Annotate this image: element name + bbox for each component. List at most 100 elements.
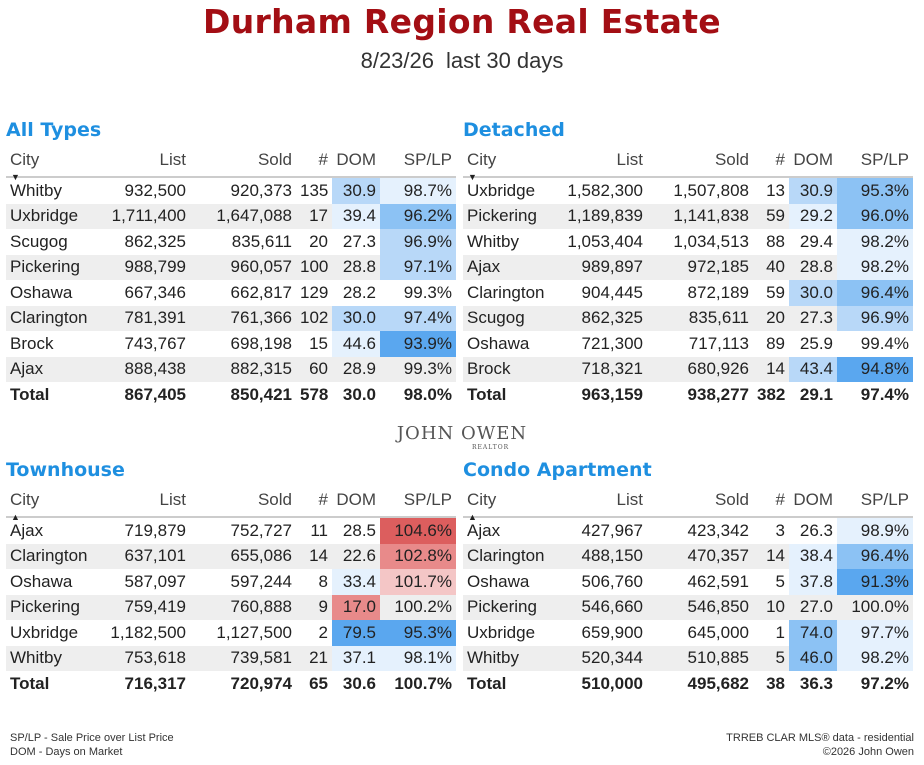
cell-splp: 98.7% bbox=[380, 177, 456, 204]
cell-count: 102 bbox=[296, 305, 332, 331]
column-header-sold[interactable]: Sold bbox=[647, 488, 753, 517]
column-header-count[interactable]: # bbox=[296, 488, 332, 517]
cell-city: Oshawa bbox=[10, 571, 73, 591]
logo-name: JOHN OWEN bbox=[396, 423, 528, 444]
total-row: Total 510,000 495,682 38 36.3 97.2% bbox=[463, 671, 913, 697]
cell-dom: 27.3 bbox=[342, 231, 376, 251]
column-header-splp[interactable]: SP/LP bbox=[837, 488, 913, 517]
cell-count: 60 bbox=[296, 356, 332, 382]
column-header-city[interactable]: City ▼ bbox=[463, 148, 555, 182]
cell-sold: 655,086 bbox=[190, 543, 296, 569]
column-header-splp[interactable]: SP/LP bbox=[380, 488, 456, 517]
cell-city: Uxbridge bbox=[10, 622, 79, 642]
cell-dom: 29.4 bbox=[799, 231, 833, 251]
column-label: City bbox=[10, 150, 40, 169]
cell-splp: 97.1% bbox=[380, 254, 456, 280]
cell-splp: 100.0% bbox=[837, 594, 913, 620]
cell-city: Whitby bbox=[10, 180, 62, 200]
table-row: Clarington 488,150 470,357 14 38.4 96.4% bbox=[463, 543, 913, 569]
total-splp: 98.0% bbox=[403, 385, 452, 404]
panel-all-types: All Types City ▼ List Sold # DOM SP/LP Whitby 932… bbox=[6, 118, 456, 408]
cell-count: 40 bbox=[753, 254, 789, 280]
column-header-splp[interactable]: SP/LP bbox=[837, 148, 913, 177]
total-city: Total bbox=[10, 385, 50, 404]
cell-city: Uxbridge bbox=[467, 180, 536, 200]
cell-sold: 920,373 bbox=[230, 180, 292, 200]
cell-dom: 46.0 bbox=[789, 645, 837, 671]
column-label: City bbox=[467, 490, 497, 509]
cell-list: 718,321 bbox=[555, 356, 647, 382]
cell-list: 520,344 bbox=[555, 645, 647, 671]
total-count: 578 bbox=[300, 385, 329, 404]
cell-sold: 1,507,808 bbox=[673, 180, 749, 200]
cell-list: 743,767 bbox=[124, 333, 186, 353]
column-header-sold[interactable]: Sold bbox=[647, 148, 753, 177]
report-date: 8/23/26 bbox=[360, 48, 434, 73]
cell-dom: 26.3 bbox=[799, 520, 833, 540]
column-header-city[interactable]: City ▲ bbox=[463, 488, 555, 522]
column-header-splp[interactable]: SP/LP bbox=[380, 148, 456, 177]
column-header-list[interactable]: List bbox=[98, 488, 190, 517]
cell-dom: 30.9 bbox=[789, 177, 837, 204]
sort-ascending-icon[interactable]: ▲ bbox=[468, 512, 477, 522]
column-header-list[interactable]: List bbox=[555, 488, 647, 517]
cell-count: 14 bbox=[296, 543, 332, 569]
column-header-dom[interactable]: DOM bbox=[789, 148, 837, 177]
total-sold: 850,421 bbox=[230, 385, 292, 404]
column-header-city[interactable]: City ▼ bbox=[6, 148, 98, 182]
copyright: ©2026 John Owen bbox=[822, 746, 914, 758]
cell-list: 1,182,500 bbox=[110, 622, 186, 642]
table-row: Ajax 989,897 972,185 40 28.8 98.2% bbox=[463, 254, 913, 280]
cell-city: Clarington bbox=[6, 543, 98, 569]
report-subtitle: 8/23/26 last 30 days bbox=[0, 48, 924, 74]
column-header-list[interactable]: List bbox=[555, 148, 647, 177]
cell-count: 5 bbox=[753, 645, 789, 671]
column-header-dom[interactable]: DOM bbox=[332, 488, 380, 517]
cell-city: Whitby bbox=[467, 231, 519, 251]
total-sold: 495,682 bbox=[687, 674, 749, 693]
realtor-logo: JOHN OWEN REALTOR bbox=[392, 423, 532, 452]
cell-sold: 835,611 bbox=[231, 231, 292, 251]
sort-descending-icon[interactable]: ▼ bbox=[468, 172, 477, 182]
cell-city: Oshawa bbox=[10, 282, 73, 302]
cell-dom: 27.0 bbox=[789, 594, 837, 620]
column-header-count[interactable]: # bbox=[753, 148, 789, 177]
column-header-count[interactable]: # bbox=[296, 148, 332, 177]
cell-city: Pickering bbox=[6, 254, 98, 280]
cell-count: 11 bbox=[310, 520, 328, 540]
table-row: Brock 718,321 680,926 14 43.4 94.8% bbox=[463, 356, 913, 382]
cell-count: 129 bbox=[300, 282, 329, 302]
column-header-sold[interactable]: Sold bbox=[190, 148, 296, 177]
cell-dom: 28.8 bbox=[332, 254, 380, 280]
sort-descending-icon[interactable]: ▼ bbox=[11, 172, 20, 182]
cell-splp: 98.9% bbox=[837, 517, 913, 544]
cell-count: 20 bbox=[309, 231, 328, 251]
column-label: City bbox=[467, 150, 497, 169]
total-count: 65 bbox=[309, 674, 328, 693]
cell-count: 88 bbox=[766, 231, 785, 251]
header-row: City ▼ List Sold # DOM SP/LP bbox=[463, 148, 913, 182]
table-row: Clarington 904,445 872,189 59 30.0 96.4% bbox=[463, 280, 913, 306]
cell-dom: 38.4 bbox=[789, 543, 837, 569]
legend-splp: SP/LP - Sale Price over List Price bbox=[10, 732, 174, 744]
table-row: Oshawa 506,760 462,591 5 37.8 91.3% bbox=[463, 569, 913, 595]
column-header-count[interactable]: # bbox=[753, 488, 789, 517]
column-header-dom[interactable]: DOM bbox=[332, 148, 380, 177]
cell-list: 932,500 bbox=[124, 180, 186, 200]
cell-dom: 28.2 bbox=[342, 282, 376, 302]
column-header-list[interactable]: List bbox=[98, 148, 190, 177]
cell-count: 17 bbox=[296, 203, 332, 229]
table-row: Uxbridge 1,711,400 1,647,088 17 39.4 96.2% bbox=[6, 203, 456, 229]
column-label: DOM bbox=[793, 490, 833, 509]
column-header-sold[interactable]: Sold bbox=[190, 488, 296, 517]
column-header-city[interactable]: City ▲ bbox=[6, 488, 98, 522]
cell-city: Brock bbox=[10, 333, 54, 353]
column-header-dom[interactable]: DOM bbox=[789, 488, 837, 517]
sort-ascending-icon[interactable]: ▲ bbox=[11, 512, 20, 522]
report-period: last 30 days bbox=[446, 48, 564, 73]
cell-list: 721,300 bbox=[581, 333, 643, 353]
column-label: List bbox=[159, 150, 186, 169]
cell-count: 13 bbox=[766, 180, 785, 200]
column-label: Sold bbox=[714, 150, 749, 169]
cell-count: 135 bbox=[300, 180, 329, 200]
